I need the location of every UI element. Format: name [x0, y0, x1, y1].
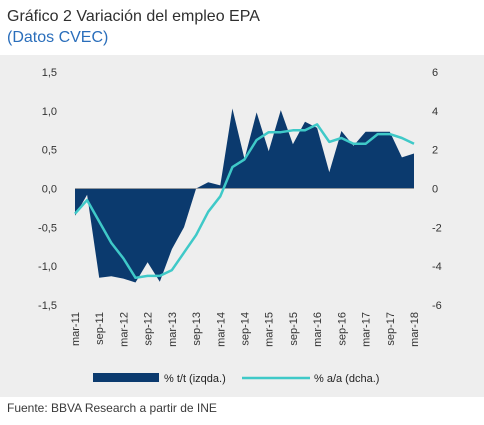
legend-label-tt: % t/t (izqda.) [164, 373, 226, 385]
plot-background [0, 55, 484, 397]
right-axis-tick-label: 6 [432, 67, 438, 79]
x-axis-tick-label: sep-14 [240, 312, 252, 346]
area-series-layer [75, 108, 414, 283]
left-axis-tick-label: -1,0 [38, 261, 57, 273]
line-series-layer [74, 123, 415, 280]
source-note: Fuente: BBVA Research a partir de INE [7, 401, 217, 415]
right-axis-tick-label: 4 [432, 106, 438, 118]
x-axis-tick-label: sep-17 [385, 312, 397, 346]
line-series-aa [74, 123, 415, 280]
x-axis-tick-label: mar-11 [70, 312, 82, 346]
right-axis-tick-label: 0 [432, 184, 438, 196]
left-axis-tick-label: -1,5 [38, 300, 57, 312]
x-axis-tick-label: mar-13 [167, 312, 179, 347]
right-axis-tick-label: -6 [432, 300, 442, 312]
right-axis-tick-label: -4 [432, 261, 442, 273]
x-axis-tick-label: sep-12 [143, 312, 155, 346]
x-axis-tick-label: mar-16 [312, 312, 324, 347]
legend: % t/t (izqda.) % a/a (dcha.) [93, 373, 379, 385]
x-axis-tick-label: sep-13 [191, 312, 203, 346]
legend-area-swatch [93, 373, 159, 382]
right-axis-tick-label: -2 [432, 222, 442, 234]
x-axis-tick-label: sep-16 [336, 312, 348, 346]
left-axis-tick-label: 1,5 [42, 67, 57, 79]
left-axis-ticks: 1,5 1,0 0,5 0,0 -0,5 -1,0 -1,5 [38, 67, 57, 312]
x-axis-ticks: mar-11 sep-11 mar-12 sep-12 mar-13 sep-13 mar-… [70, 312, 421, 347]
x-axis-tick-label: mar-17 [361, 312, 373, 347]
x-axis-tick-label: mar-18 [409, 312, 421, 347]
area-series-tt [75, 108, 414, 283]
right-axis-tick-label: 2 [432, 145, 438, 157]
chart-title: Gráfico 2 Variación del empleo EPA [7, 8, 260, 25]
legend-label-aa: % a/a (dcha.) [314, 373, 379, 385]
title-band: Gráfico 2 Variación del empleo EPA (Dato… [0, 0, 484, 55]
x-axis-tick-label: sep-11 [94, 312, 106, 345]
x-axis-tick-label: sep-15 [288, 312, 300, 346]
chart-subtitle: (Datos CVEC) [7, 29, 109, 46]
right-axis-ticks: 6 4 2 0 -2 -4 -6 [432, 67, 442, 312]
x-axis-tick-label: mar-14 [215, 312, 227, 347]
left-axis-tick-label: 0,0 [42, 184, 57, 196]
x-axis-tick-label: mar-12 [118, 312, 130, 347]
left-axis-tick-label: 0,5 [42, 145, 57, 157]
left-axis-tick-label: -0,5 [38, 222, 57, 234]
x-axis-tick-label: mar-15 [264, 312, 276, 347]
left-axis-tick-label: 1,0 [42, 106, 57, 118]
